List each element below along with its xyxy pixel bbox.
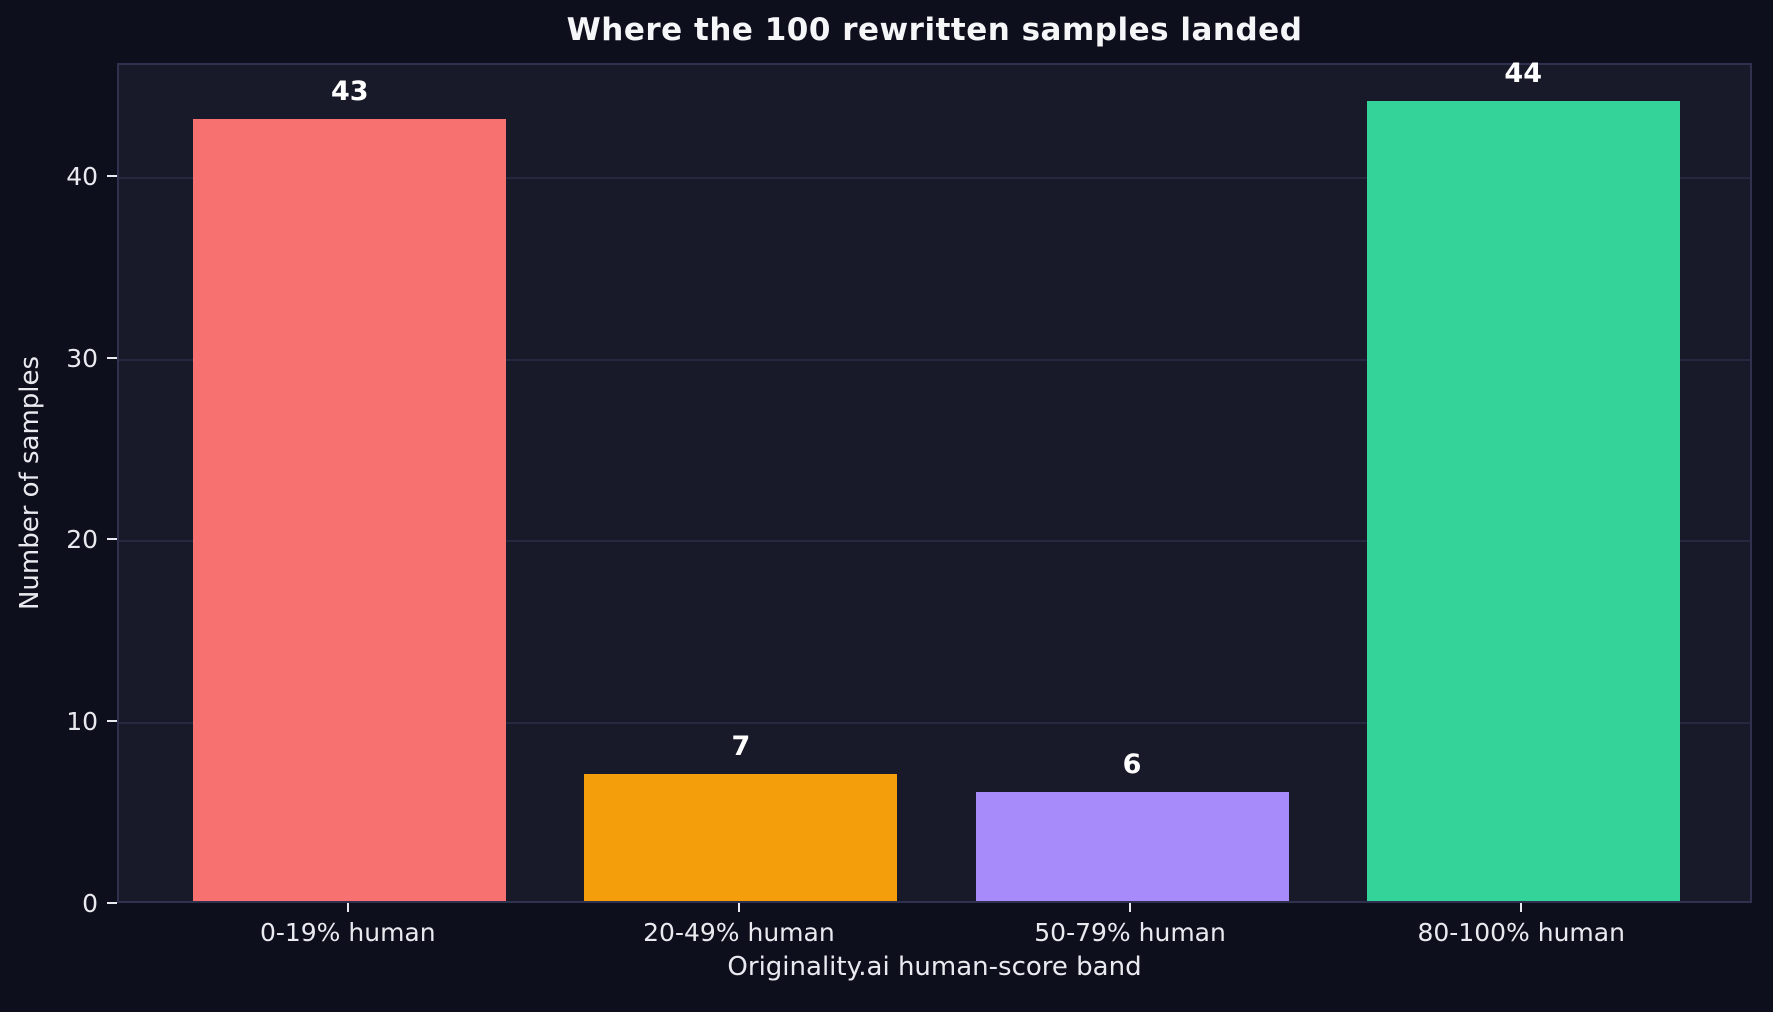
x-axis-label: Originality.ai human-score band [727, 952, 1142, 982]
gridline-y-40 [119, 176, 1750, 179]
x-tick-label-80-100-human: 80-100% human [1417, 918, 1625, 947]
x-tick-mark-80-100-human [1520, 903, 1523, 912]
y-tick-mark-30 [107, 356, 117, 359]
x-tick-label-50-79-human: 50-79% human [1034, 918, 1226, 947]
bar-value-80-100-human: 44 [1504, 58, 1543, 89]
x-tick-mark-20-49-human [737, 903, 740, 912]
y-tick-label-30: 30 [66, 343, 98, 373]
y-tick-mark-0 [107, 902, 117, 904]
chart-title: Where the 100 rewritten samples landed [566, 12, 1303, 48]
bar-0-19-human [193, 119, 507, 901]
bar-value-0-19-human: 43 [330, 76, 369, 108]
x-tick-label-20-49-human: 20-49% human [643, 918, 835, 947]
bar-80-100-human [1366, 101, 1680, 901]
y-tick-label-40: 40 [66, 161, 98, 191]
x-tick-mark-0-19-human [346, 903, 349, 912]
y-tick-label-20: 20 [66, 525, 98, 555]
bar-value-50-79-human: 6 [1122, 748, 1142, 780]
y-axis-label: Number of samples [15, 355, 45, 611]
x-tick-mark-50-79-human [1129, 903, 1132, 912]
y-tick-mark-10 [107, 720, 117, 723]
plot-area: 43 7 6 44 [117, 58, 1752, 903]
y-tick-label-10: 10 [66, 707, 98, 737]
gridline-y-20 [119, 540, 1750, 543]
y-tick-mark-20 [107, 538, 117, 541]
bar-20-49-human [584, 773, 898, 901]
gridline-y-30 [119, 358, 1750, 361]
y-tick-mark-40 [107, 174, 117, 177]
bar-50-79-human [975, 791, 1289, 901]
gridline-y-10 [119, 722, 1750, 725]
y-tick-label-0: 0 [82, 889, 98, 918]
x-tick-label-0-19-human: 0-19% human [259, 918, 436, 947]
bar-value-20-49-human: 7 [731, 730, 751, 762]
